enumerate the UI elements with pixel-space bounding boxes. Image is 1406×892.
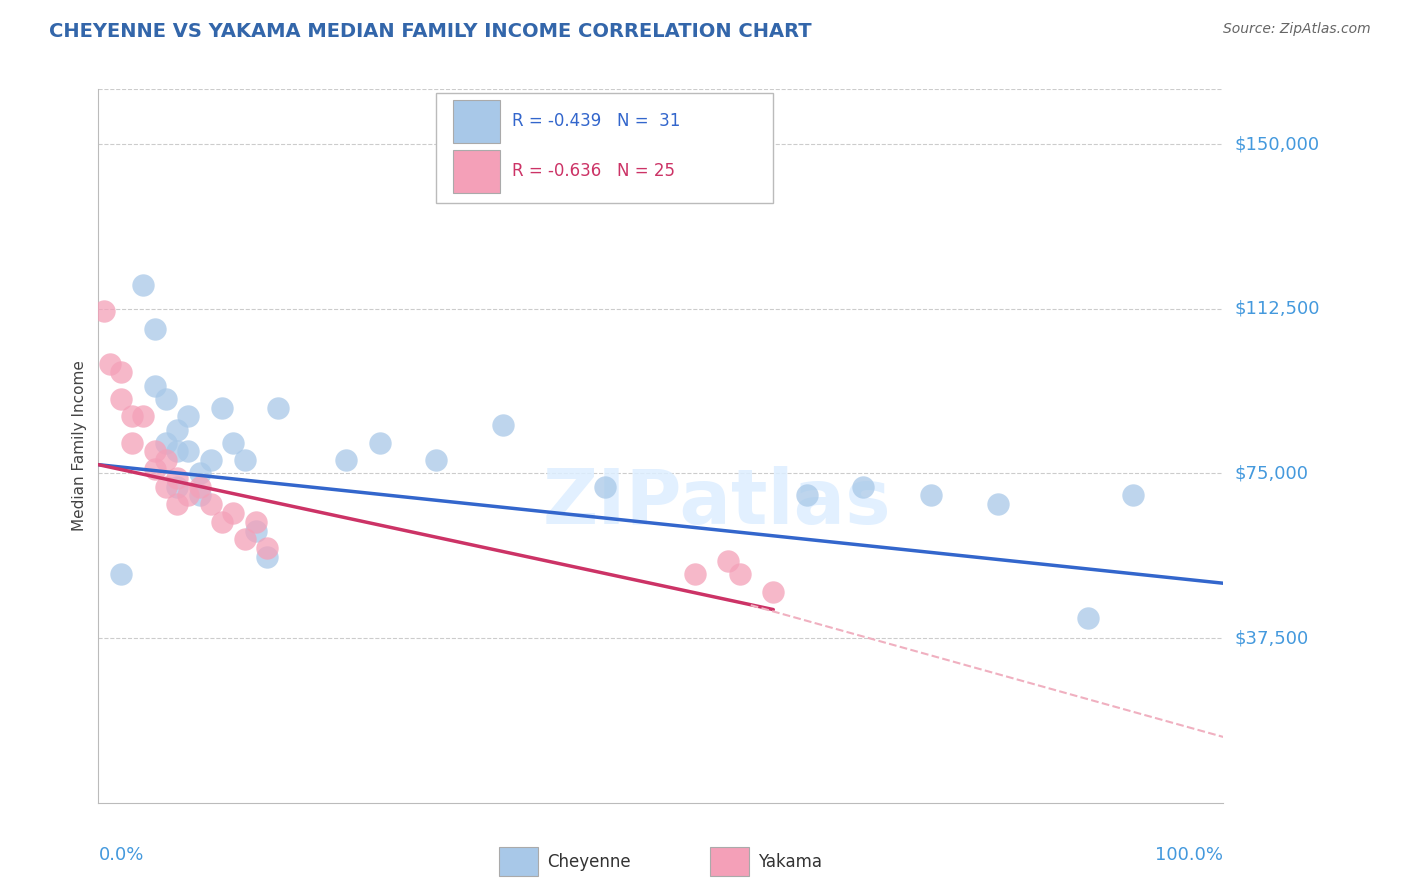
Point bbox=[1122, 488, 1144, 502]
Point bbox=[121, 409, 143, 424]
Point bbox=[177, 409, 200, 424]
FancyBboxPatch shape bbox=[453, 150, 501, 193]
Text: CHEYENNE VS YAKAMA MEDIAN FAMILY INCOME CORRELATION CHART: CHEYENNE VS YAKAMA MEDIAN FAMILY INCOME … bbox=[49, 22, 811, 41]
Point bbox=[368, 435, 391, 450]
Point bbox=[245, 515, 267, 529]
Point bbox=[166, 497, 188, 511]
Text: $150,000: $150,000 bbox=[1234, 135, 1320, 153]
Point bbox=[920, 488, 942, 502]
Point bbox=[200, 453, 222, 467]
Point bbox=[143, 444, 166, 458]
Point bbox=[132, 277, 155, 292]
Text: ZIPatlas: ZIPatlas bbox=[543, 467, 891, 540]
Point bbox=[155, 392, 177, 406]
Point bbox=[188, 467, 211, 481]
Text: R = -0.636   N = 25: R = -0.636 N = 25 bbox=[512, 162, 675, 180]
Point bbox=[188, 488, 211, 502]
Point bbox=[245, 524, 267, 538]
Point bbox=[166, 480, 188, 494]
Text: Yakama: Yakama bbox=[758, 853, 823, 871]
FancyBboxPatch shape bbox=[453, 100, 501, 143]
Point bbox=[222, 435, 245, 450]
Text: $75,000: $75,000 bbox=[1234, 465, 1309, 483]
Point bbox=[762, 585, 785, 599]
Point bbox=[98, 357, 121, 371]
Point bbox=[233, 533, 256, 547]
Point bbox=[143, 462, 166, 476]
Point bbox=[267, 401, 290, 415]
Point bbox=[987, 497, 1010, 511]
Point bbox=[177, 444, 200, 458]
Point bbox=[335, 453, 357, 467]
Point bbox=[233, 453, 256, 467]
Point bbox=[211, 401, 233, 415]
Text: Cheyenne: Cheyenne bbox=[547, 853, 630, 871]
Y-axis label: Median Family Income: Median Family Income bbox=[72, 360, 87, 532]
Point bbox=[177, 488, 200, 502]
Point bbox=[211, 515, 233, 529]
Point bbox=[166, 423, 188, 437]
Point bbox=[492, 418, 515, 433]
Point bbox=[683, 567, 706, 582]
Point bbox=[256, 549, 278, 564]
Point bbox=[166, 444, 188, 458]
Point bbox=[256, 541, 278, 555]
Point bbox=[796, 488, 818, 502]
Point bbox=[425, 453, 447, 467]
Text: Source: ZipAtlas.com: Source: ZipAtlas.com bbox=[1223, 22, 1371, 37]
Point bbox=[728, 567, 751, 582]
Point bbox=[1077, 611, 1099, 625]
Point bbox=[155, 435, 177, 450]
Point bbox=[222, 506, 245, 520]
Point bbox=[166, 471, 188, 485]
Point bbox=[155, 453, 177, 467]
Text: $112,500: $112,500 bbox=[1234, 300, 1320, 318]
Point bbox=[110, 366, 132, 380]
Point bbox=[188, 480, 211, 494]
Point bbox=[132, 409, 155, 424]
Point bbox=[593, 480, 616, 494]
Point bbox=[93, 304, 115, 318]
FancyBboxPatch shape bbox=[436, 93, 773, 203]
Text: 0.0%: 0.0% bbox=[98, 846, 143, 863]
Point bbox=[200, 497, 222, 511]
Text: R = -0.439   N =  31: R = -0.439 N = 31 bbox=[512, 112, 681, 130]
Point bbox=[717, 554, 740, 568]
Point bbox=[110, 392, 132, 406]
Text: $37,500: $37,500 bbox=[1234, 629, 1309, 647]
Point bbox=[143, 321, 166, 335]
Point bbox=[121, 435, 143, 450]
Point bbox=[110, 567, 132, 582]
Point bbox=[143, 378, 166, 392]
Text: 100.0%: 100.0% bbox=[1156, 846, 1223, 863]
Point bbox=[155, 480, 177, 494]
Point bbox=[852, 480, 875, 494]
